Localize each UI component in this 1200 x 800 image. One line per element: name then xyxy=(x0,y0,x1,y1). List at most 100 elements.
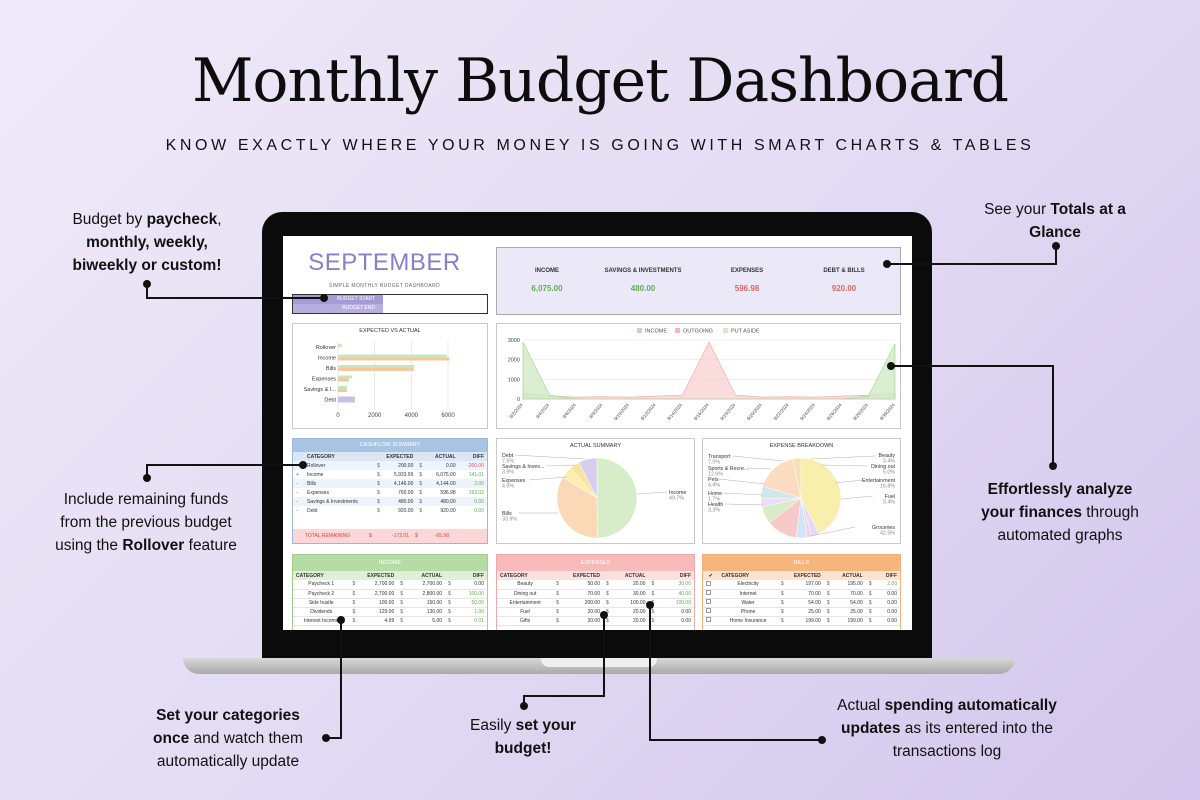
slice-percent: 7.5% xyxy=(502,459,514,465)
slice-percent: 33.9% xyxy=(502,517,517,523)
slice-percent: 3.3% xyxy=(708,508,720,514)
totals-panel: INCOME 6,075.00 SAVINGS & INVESTMENTS 48… xyxy=(496,247,901,315)
slice-label: Home xyxy=(708,491,722,497)
table-row: Dividends $129.00 $130.00 $1.00 xyxy=(293,607,487,617)
table-row: Entertainment $200.00 $100.00 $100.00 xyxy=(497,598,694,608)
legend-swatch xyxy=(637,328,642,333)
bar-actual xyxy=(338,378,349,382)
bar-expected xyxy=(338,344,342,347)
dashboard-screen: SEPTEMBER SIMPLE MONTHLY BUDGET DASHBOAR… xyxy=(283,236,912,630)
x-tick-label: 9/18/2024 xyxy=(719,402,736,421)
checkbox[interactable] xyxy=(706,590,711,595)
income-table: CATEGORY EXPECTED ACTUAL DIFF Paycheck 1… xyxy=(293,571,487,626)
expected-vs-actual-chart: 0 2000 4000 6000 Rollover Income Bills Expenses… xyxy=(304,341,455,419)
budget-start-label: BUDGET START xyxy=(293,295,383,304)
x-tick-label: 9/14/2024 xyxy=(666,402,683,421)
table-row: Internet $70.00 $70.00 $0.00 xyxy=(703,589,900,599)
category-label: Income xyxy=(318,356,336,362)
leader-line xyxy=(810,455,876,460)
page-subtitle: KNOW EXACTLY WHERE YOUR MONEY IS GOING W… xyxy=(165,137,1035,154)
leader-line xyxy=(810,526,856,537)
pie-slice xyxy=(762,458,802,499)
table-row: Paycheck 1 $2,700.00 $2,700.00 $0.00 xyxy=(293,580,487,590)
bar-expected xyxy=(338,386,347,389)
table-row: Paycheck 2 $2,700.00 $2,800.00 $100.00 xyxy=(293,589,487,599)
callout-budget: Easily set your budget! xyxy=(470,717,576,757)
bar-actual xyxy=(338,357,450,361)
leader-line xyxy=(834,479,864,484)
slice-percent: 5.0% xyxy=(883,470,895,476)
income-table-panel: INCOME CATEGORY EXPECTED ACTUAL DIFF Pay… xyxy=(292,554,488,630)
legend-label: INCOME xyxy=(645,329,667,335)
slice-label: Entertainment xyxy=(862,478,896,484)
slice-percent: 4.4% xyxy=(708,483,720,489)
expense-breakdown-title: EXPENSE BREAKDOWN xyxy=(769,443,834,449)
table-row: Water $54.00 $54.00 $0.00 xyxy=(703,598,900,608)
cashflow-summary-title: CASHFLOW SUMMARY xyxy=(293,439,487,452)
slice-percent: 49.7% xyxy=(669,496,684,502)
leader-line xyxy=(746,467,772,470)
slice-label: Transport xyxy=(708,454,731,460)
bar-expected xyxy=(338,396,355,400)
legend-swatch xyxy=(723,328,728,333)
x-tick-label: 9/2/2024 xyxy=(508,402,524,419)
slice-label: Groceries xyxy=(872,525,895,531)
x-tick-label: 2000 xyxy=(368,413,382,419)
slice-percent: 3.4% xyxy=(883,500,895,506)
slice-label: Health xyxy=(708,502,723,508)
legend-label: OUTGOING xyxy=(683,329,713,335)
table-row: Home Insurance $199.00 $199.00 $0.00 xyxy=(703,616,900,626)
table-row: Dining out $70.00 $30.00 $40.00 xyxy=(497,589,694,599)
checkbox[interactable] xyxy=(706,580,711,586)
slice-label: Bills xyxy=(502,511,512,517)
checkbox[interactable] xyxy=(706,617,711,622)
expense-breakdown-panel: EXPENSE BREAKDOWN Groceries 42.5% Health 3.… xyxy=(702,438,901,544)
x-tick-label: 9/22/2024 xyxy=(773,402,790,421)
callout-rollover: Include remaining funds from the previou… xyxy=(55,491,237,554)
table-row: Gifts $20.00 $20.00 $0.00 xyxy=(497,616,694,626)
actual-summary-panel: ACTUAL SUMMARY Income 49.7% Bills 33.9% Expe… xyxy=(496,438,695,544)
category-label: Rollover xyxy=(316,345,336,351)
slice-percent: 7.0% xyxy=(708,460,720,466)
y-tick-label: 2000 xyxy=(508,358,520,364)
table-row: Electricity $197.00 $195.00 $2.00 xyxy=(703,580,900,590)
slice-percent: 42.5% xyxy=(880,531,895,537)
cashflow-trend-panel: INCOME OUTGOING PUT ASIDE 0 1000 2000 3000 9/2/… xyxy=(496,323,901,429)
slice-label: Fuel xyxy=(885,494,895,500)
callout-categories: Set your categories once and watch them … xyxy=(153,707,303,770)
x-tick-label: 9/28/2024 xyxy=(852,402,869,421)
total-remaining-row: TOTAL REMAINING $ -172.01 $ -65.98 xyxy=(293,529,487,543)
x-tick-label: 9/8/2024 xyxy=(588,402,604,419)
budget-period-box[interactable]: BUDGET START BUDGET END xyxy=(292,294,488,314)
total-expenses: EXPENSES 596.98 xyxy=(730,268,764,293)
pie-slice xyxy=(578,457,598,499)
slice-label: Pets xyxy=(708,477,719,483)
legend-swatch xyxy=(675,328,680,333)
x-tick-label: 9/26/2024 xyxy=(826,402,843,421)
cashflow-trend-chart: INCOME OUTGOING PUT ASIDE 0 1000 2000 3000 9/2/… xyxy=(508,328,896,421)
callout-totals: See your Totals at a Glance xyxy=(984,201,1126,241)
pie-slice xyxy=(792,457,802,499)
checkbox[interactable] xyxy=(706,599,711,604)
callout-analyze: Effortlessly analyze your finances throu… xyxy=(981,481,1139,544)
cashflow-summary-panel: CASHFLOW SUMMARY CATEGORY EXPECTED ACTUA… xyxy=(292,438,488,544)
slice-label: Beauty xyxy=(879,453,896,459)
leader-line xyxy=(528,476,568,481)
x-tick-label: 9/24/2024 xyxy=(799,402,816,421)
total-debt-bills: DEBT & BILLS 920.00 xyxy=(823,268,865,293)
slice-percent: 3.4% xyxy=(883,459,895,465)
x-tick-label: 0 xyxy=(336,413,340,419)
table-row: Phone $25.00 $25.00 $0.00 xyxy=(703,607,900,617)
expected-vs-actual-title: EXPECTED VS ACTUAL xyxy=(359,328,421,334)
slice-percent: 12.6% xyxy=(708,472,723,478)
y-tick-label: 0 xyxy=(517,397,520,403)
leader-line xyxy=(514,454,586,460)
callout-spending: Actual spending automatically updates as… xyxy=(837,697,1057,760)
bar-expected xyxy=(338,354,447,358)
checkbox[interactable] xyxy=(706,608,711,613)
slice-label: Expenses xyxy=(502,478,526,484)
table-row: - Bills $4,146.00 $4,144.00 2.00 xyxy=(293,479,487,488)
cashflow-summary-table: CATEGORY EXPECTED ACTUAL DIFF + Rollover $… xyxy=(293,452,487,515)
